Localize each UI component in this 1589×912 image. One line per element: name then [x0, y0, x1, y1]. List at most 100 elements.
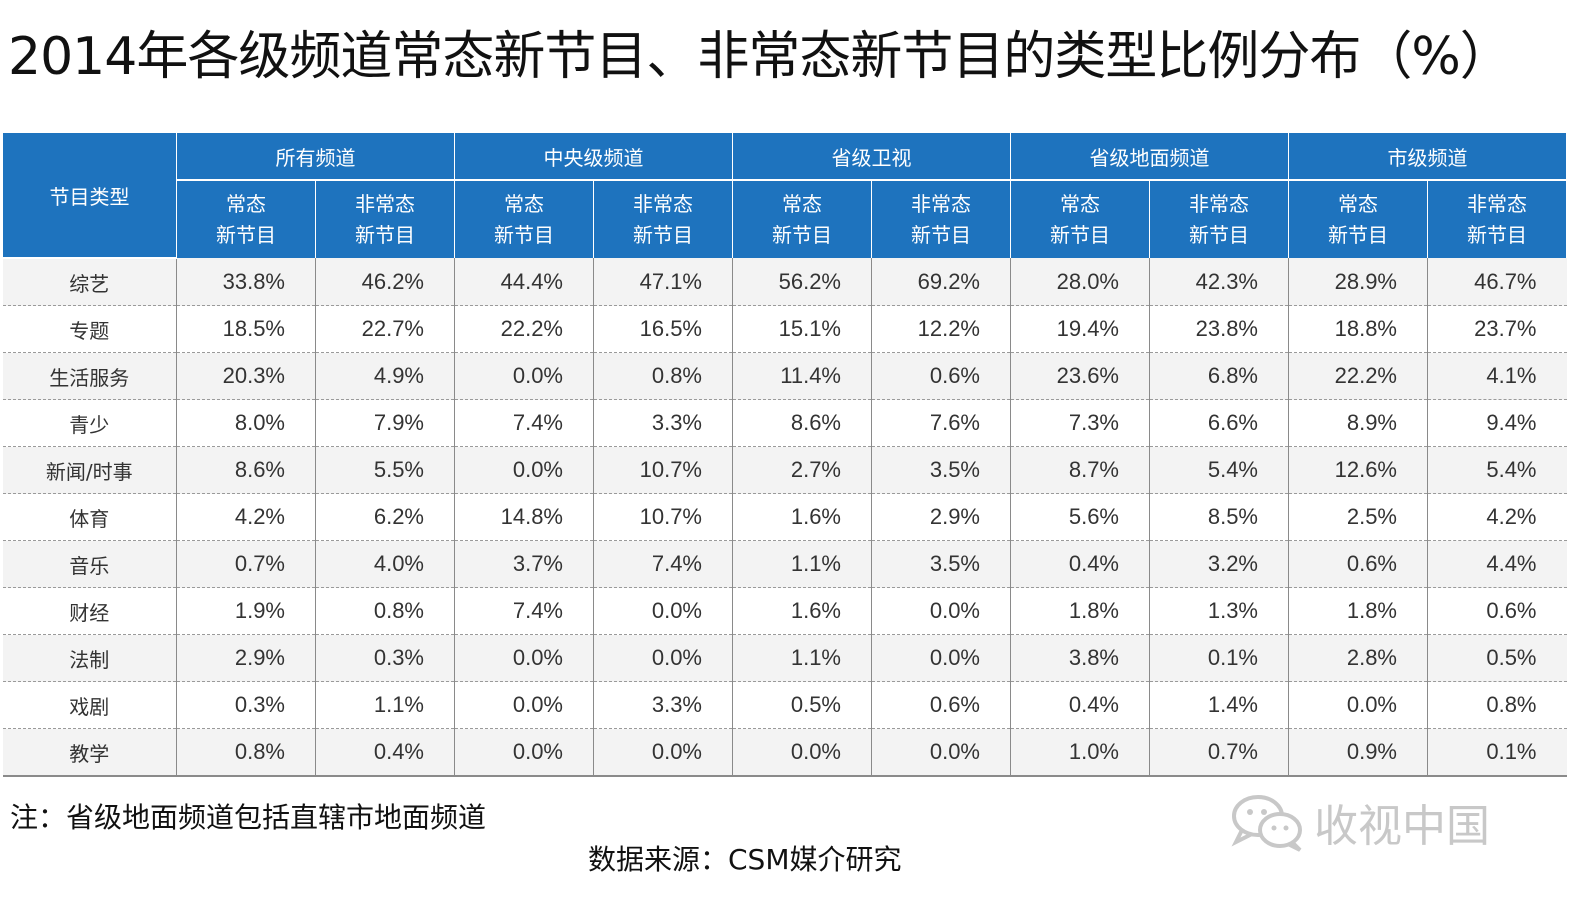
footnote: 注：省级地面频道包括直辖市地面频道 [10, 801, 487, 834]
value-cell: 2.8% [1288, 634, 1428, 682]
value-cell: 8.6% [732, 399, 872, 447]
value-cell: 3.3% [593, 399, 733, 447]
category-cell: 新闻/时事 [2, 446, 177, 494]
value-cell: 4.4% [1427, 540, 1567, 588]
category-cell: 生活服务 [2, 352, 177, 400]
value-cell: 3.5% [871, 540, 1011, 588]
table-row: 教学 0.8% 0.4% 0.0% 0.0% 0.0% 0.0% 1.0% 0.7% 0.9% 0.… [2, 728, 1567, 777]
table-row: 财经 1.9% 0.8% 7.4% 0.0% 1.6% 0.0% 1.8% 1.3% 1.8% 0.… [2, 587, 1567, 635]
value-cell: 0.0% [732, 728, 872, 777]
value-cell: 28.0% [1010, 258, 1150, 306]
sub-header-line: 新节目 [216, 222, 276, 247]
value-cell: 6.8% [1149, 352, 1289, 400]
irregular-new-header: 非常态 新节目 [593, 180, 733, 258]
value-cell: 8.9% [1288, 399, 1428, 447]
regular-new-header: 常态 新节目 [176, 180, 316, 258]
value-cell: 10.7% [593, 493, 733, 541]
sub-header-line: 新节目 [1189, 222, 1249, 247]
value-cell: 7.6% [871, 399, 1011, 447]
value-cell: 0.5% [732, 681, 872, 729]
irregular-new-header: 非常态 新节目 [315, 180, 455, 258]
value-cell: 0.7% [176, 540, 316, 588]
value-cell: 14.8% [454, 493, 594, 541]
value-cell: 0.0% [871, 634, 1011, 682]
value-cell: 12.6% [1288, 446, 1428, 494]
table-row: 法制 2.9% 0.3% 0.0% 0.0% 1.1% 0.0% 3.8% 0.1% 2.8% 0.… [2, 634, 1567, 682]
value-cell: 0.1% [1427, 728, 1567, 777]
value-cell: 33.8% [176, 258, 316, 306]
program-type-table: 节目类型 所有频道 中央级频道 省级卫视 省级地面频道 市级频道 常态 新节目 非常… [2, 133, 1567, 777]
value-cell: 0.7% [1149, 728, 1289, 777]
value-cell: 16.5% [593, 305, 733, 353]
value-cell: 22.2% [1288, 352, 1428, 400]
sub-header-line: 常态 [1338, 191, 1378, 216]
value-cell: 15.1% [732, 305, 872, 353]
category-cell: 法制 [2, 634, 177, 682]
category-cell: 体育 [2, 493, 177, 541]
value-cell: 5.6% [1010, 493, 1150, 541]
value-cell: 1.4% [1149, 681, 1289, 729]
value-cell: 6.6% [1149, 399, 1289, 447]
group-header: 省级地面频道 [1010, 133, 1289, 181]
value-cell: 0.0% [1288, 681, 1428, 729]
value-cell: 0.0% [871, 728, 1011, 777]
sub-header-line: 常态 [226, 191, 266, 216]
value-cell: 4.1% [1427, 352, 1567, 400]
sub-header-line: 新节目 [911, 222, 971, 247]
sub-header-line: 非常态 [633, 191, 693, 216]
value-cell: 8.5% [1149, 493, 1289, 541]
value-cell: 0.0% [871, 587, 1011, 635]
sub-header-line: 常态 [504, 191, 544, 216]
value-cell: 0.8% [1427, 681, 1567, 729]
table-row: 专题 18.5% 22.7% 22.2% 16.5% 15.1% 12.2% 19.4% 23.… [2, 305, 1567, 353]
value-cell: 0.4% [1010, 540, 1150, 588]
value-cell: 12.2% [871, 305, 1011, 353]
category-cell: 教学 [2, 728, 177, 777]
value-cell: 3.7% [454, 540, 594, 588]
table-row: 音乐 0.7% 4.0% 3.7% 7.4% 1.1% 3.5% 0.4% 3.2% 0.6% 4.… [2, 540, 1567, 588]
sub-header-line: 常态 [782, 191, 822, 216]
data-source: 数据来源：CSM媒介研究 [588, 843, 902, 876]
value-cell: 0.0% [454, 446, 594, 494]
value-cell: 3.2% [1149, 540, 1289, 588]
value-cell: 4.2% [176, 493, 316, 541]
group-header: 中央级频道 [454, 133, 733, 181]
value-cell: 19.4% [1010, 305, 1150, 353]
value-cell: 23.7% [1427, 305, 1567, 353]
value-cell: 47.1% [593, 258, 733, 306]
value-cell: 0.6% [1288, 540, 1428, 588]
value-cell: 0.6% [871, 681, 1011, 729]
value-cell: 1.3% [1149, 587, 1289, 635]
group-header: 省级卫视 [732, 133, 1011, 181]
value-cell: 4.0% [315, 540, 455, 588]
value-cell: 28.9% [1288, 258, 1428, 306]
value-cell: 0.4% [315, 728, 455, 777]
value-cell: 1.0% [1010, 728, 1150, 777]
value-cell: 20.3% [176, 352, 316, 400]
value-cell: 5.4% [1149, 446, 1289, 494]
irregular-new-header: 非常态 新节目 [1427, 180, 1567, 258]
group-header: 市级频道 [1288, 133, 1567, 181]
value-cell: 1.6% [732, 493, 872, 541]
value-cell: 10.7% [593, 446, 733, 494]
value-cell: 2.9% [176, 634, 316, 682]
table-row: 青少 8.0% 7.9% 7.4% 3.3% 8.6% 7.6% 7.3% 6.6% 8.9% 9.… [2, 399, 1567, 447]
watermark: 收视中国 [1228, 790, 1490, 854]
value-cell: 0.6% [1427, 587, 1567, 635]
category-cell: 戏剧 [2, 681, 177, 729]
value-cell: 8.7% [1010, 446, 1150, 494]
value-cell: 0.8% [593, 352, 733, 400]
value-cell: 0.5% [1427, 634, 1567, 682]
value-cell: 1.8% [1288, 587, 1428, 635]
value-cell: 0.0% [593, 634, 733, 682]
value-cell: 6.2% [315, 493, 455, 541]
value-cell: 7.4% [593, 540, 733, 588]
sub-header-row: 常态 新节目 非常态 新节目 常态 新节目 非常态 新节目 常态 新节目 非常态 新节目 常态 新节目 非常… [3, 180, 1567, 258]
value-cell: 18.8% [1288, 305, 1428, 353]
value-cell: 7.4% [454, 587, 594, 635]
value-cell: 4.2% [1427, 493, 1567, 541]
value-cell: 0.8% [315, 587, 455, 635]
value-cell: 7.4% [454, 399, 594, 447]
value-cell: 44.4% [454, 258, 594, 306]
irregular-new-header: 非常态 新节目 [1149, 180, 1289, 258]
